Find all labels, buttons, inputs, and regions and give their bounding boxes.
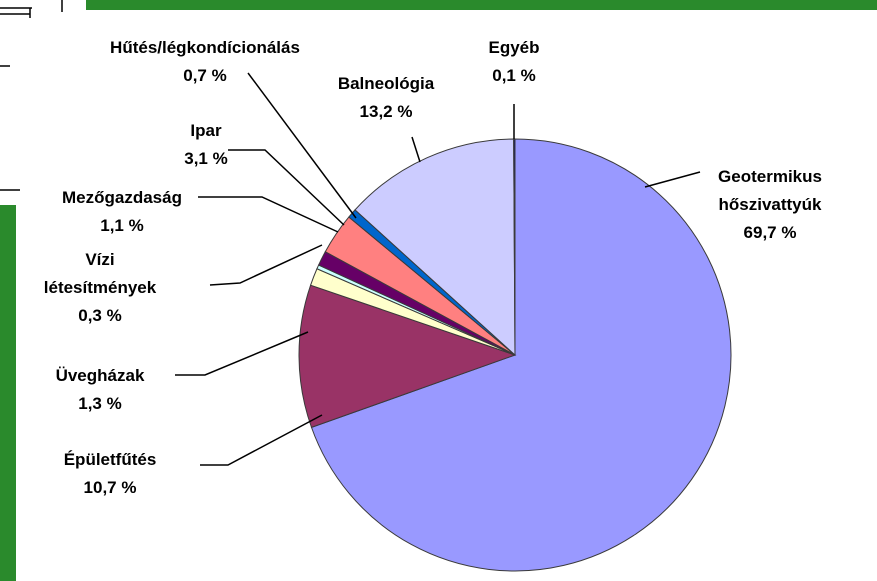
- leader-line: [411, 136, 421, 163]
- left-green-bar: [0, 205, 16, 581]
- leader-line: [198, 196, 339, 233]
- slice-label: Hűtés/légkondícionálás 0,7 %: [110, 38, 300, 85]
- slice-name-label: Vízi: [85, 250, 114, 269]
- slice-name-label: Épületfűtés: [64, 450, 157, 469]
- leader-line: [228, 149, 345, 226]
- slice-name-label: Egyéb: [488, 38, 539, 57]
- leader-lines: [175, 72, 701, 466]
- leader-line: [175, 331, 309, 376]
- slice-value-label: 3,1 %: [184, 149, 227, 168]
- slice-name-label: Geotermikus: [718, 167, 822, 186]
- slice-value-label: 69,7 %: [744, 223, 797, 242]
- slice-labels: Geotermikus hőszivattyúk 69,7 % Épületfűtés…: [44, 38, 822, 497]
- slice-name-label: Üvegházak: [56, 366, 145, 385]
- pie-slices: [298, 138, 732, 572]
- slice-value-label: 1,3 %: [78, 394, 121, 413]
- slice-name-label: hőszivattyúk: [719, 195, 823, 214]
- pie-slice: [310, 138, 732, 572]
- slice-label: Geotermikus hőszivattyúk 69,7 %: [718, 167, 822, 242]
- slice-label: Egyéb 0,1 %: [488, 38, 539, 85]
- slice-name-label: létesítmények: [44, 278, 157, 297]
- top-green-bar: [86, 0, 877, 10]
- slice-label: Balneológia 13,2 %: [338, 74, 435, 121]
- leader-line: [644, 171, 701, 188]
- leader-line: [209, 244, 323, 286]
- slice-name-label: Balneológia: [338, 74, 435, 93]
- slice-value-label: 13,2 %: [360, 102, 413, 121]
- slice-name-label: Ipar: [190, 121, 222, 140]
- slice-label: Mezőgazdaság 1,1 %: [62, 188, 182, 235]
- slice-name-label: Hűtés/légkondícionálás: [110, 38, 300, 57]
- leader-line: [247, 72, 357, 219]
- slice-label: Vízi létesítmények 0,3 %: [44, 250, 157, 325]
- slice-value-label: 0,7 %: [183, 66, 226, 85]
- pie-slice: [354, 138, 516, 357]
- leader-line: [200, 414, 323, 466]
- top-left-frame-lines: [0, 0, 63, 191]
- slice-label: Épületfűtés 10,7 %: [64, 450, 157, 497]
- slice-value-label: 10,7 %: [84, 478, 137, 497]
- slice-label: Ipar 3,1 %: [184, 121, 227, 168]
- slice-value-label: 0,3 %: [78, 306, 121, 325]
- slice-value-label: 1,1 %: [100, 216, 143, 235]
- pie-slice: [298, 284, 517, 429]
- slice-name-label: Mezőgazdaság: [62, 188, 182, 207]
- slice-value-label: 0,1 %: [492, 66, 535, 85]
- slice-label: Üvegházak 1,3 %: [56, 366, 145, 413]
